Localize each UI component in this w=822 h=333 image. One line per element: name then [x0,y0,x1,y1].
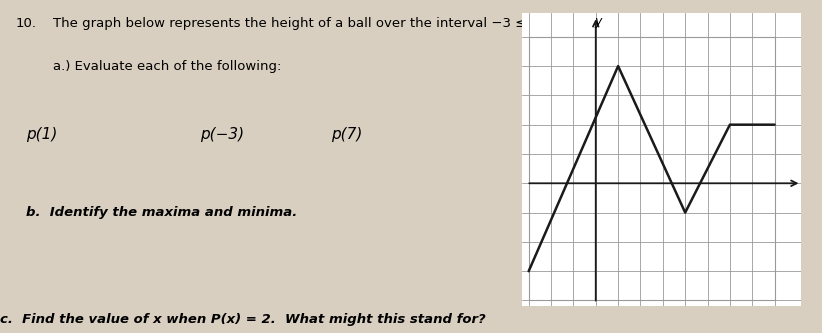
Text: 10.: 10. [16,17,37,30]
Text: p(−3): p(−3) [200,127,244,142]
Text: y: y [594,15,602,28]
Text: The graph below represents the height of a ball over the interval −3 ≤ x ≤ 8.: The graph below represents the height of… [53,17,570,30]
Text: p(1): p(1) [26,127,58,142]
Text: p(7): p(7) [331,127,363,142]
Text: c.  Find the value of x when P(x) = 2.  What might this stand for?: c. Find the value of x when P(x) = 2. Wh… [0,313,486,326]
Text: a.) Evaluate each of the following:: a.) Evaluate each of the following: [53,60,281,73]
Text: b.  Identify the maxima and minima.: b. Identify the maxima and minima. [26,206,298,219]
